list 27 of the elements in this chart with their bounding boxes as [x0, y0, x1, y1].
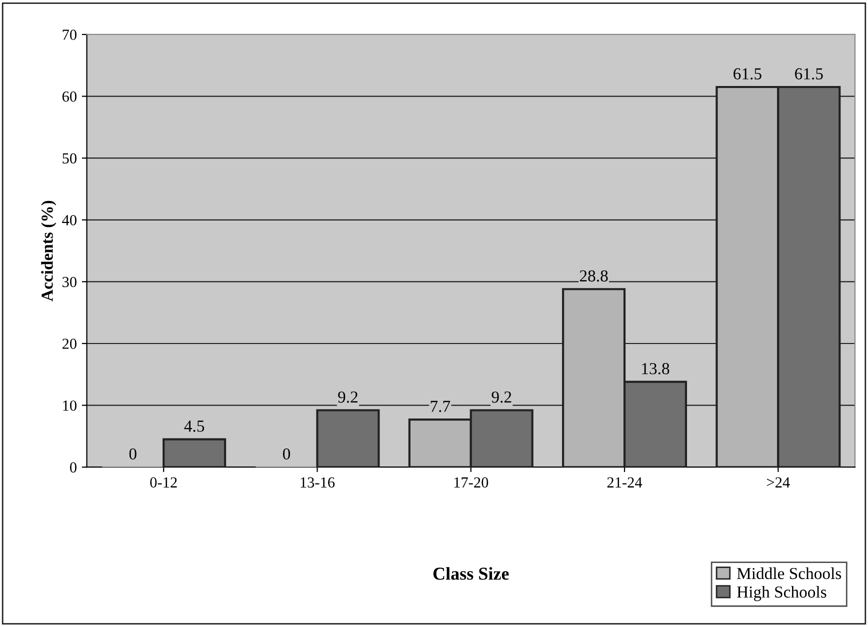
y-tick-label: 0	[70, 462, 76, 473]
y-tick-label: 50	[62, 153, 76, 164]
data-label: 61.5	[734, 68, 762, 80]
data-label: 9.2	[338, 392, 358, 403]
legend-label: High Schools	[737, 586, 826, 602]
y-tick-label: 20	[62, 338, 76, 349]
x-axis-title: Class Size	[433, 567, 509, 580]
x-tick-label: 17-20	[454, 477, 488, 488]
y-tick-label: 30	[62, 276, 76, 288]
data-label: 0	[282, 448, 290, 460]
y-tick-label: 10	[63, 400, 76, 411]
x-tick-label: 0-12	[150, 477, 177, 488]
data-label: 7.7	[430, 400, 450, 412]
data-label: 4.5	[184, 420, 204, 432]
x-tick-label: >24	[766, 477, 790, 488]
data-label: 9.2	[492, 392, 512, 403]
data-label: 28.8	[580, 270, 608, 282]
x-tick-label: 13-16	[300, 477, 335, 488]
y-tick-label: 60	[62, 91, 76, 102]
data-label: 0	[129, 448, 136, 460]
data-label: 61.5	[795, 68, 823, 80]
x-tick-label: 21-24	[607, 477, 642, 488]
y-tick-label: 70	[62, 30, 76, 40]
legend-label: Middle Schools	[737, 567, 842, 580]
data-label: 13.8	[642, 363, 670, 374]
y-tick-label: 40	[62, 215, 76, 226]
y-axis-title: Accidents (%)	[41, 200, 56, 302]
